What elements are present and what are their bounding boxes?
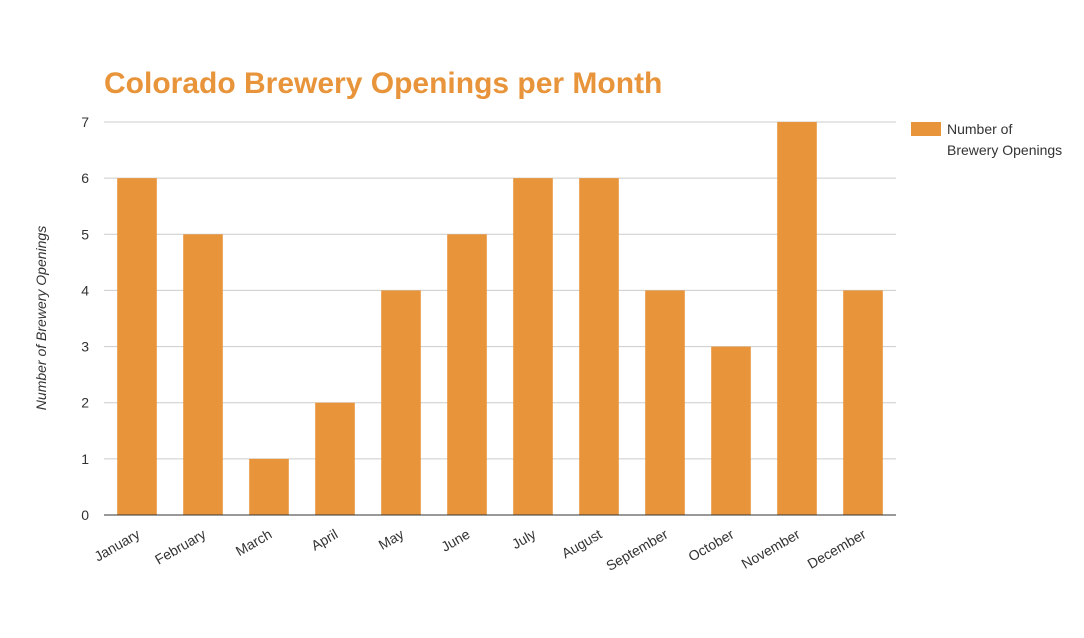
x-tick-label: July [509, 526, 539, 552]
legend: Number of Brewery Openings [911, 121, 1062, 158]
bar-november [777, 122, 817, 515]
y-axis-ticks: 0 1 2 3 4 5 6 7 [81, 114, 89, 523]
x-tick-label: May [376, 526, 407, 553]
y-tick-label: 1 [81, 451, 89, 467]
chart-title: Colorado Brewery Openings per Month [104, 67, 662, 100]
y-tick-label: 0 [81, 507, 89, 523]
bar-may [381, 290, 421, 515]
legend-label-line-2: Brewery Openings [947, 142, 1062, 158]
y-tick-label: 3 [81, 339, 89, 355]
bar-june [447, 234, 487, 516]
x-axis-ticks: January February March April May June July Augu… [91, 526, 868, 574]
bar-august [579, 178, 619, 515]
y-tick-label: 7 [81, 114, 89, 130]
y-tick-label: 5 [81, 226, 89, 242]
x-tick-label: January [91, 526, 142, 565]
bar-december [843, 290, 883, 515]
x-tick-label: November [739, 526, 803, 572]
x-tick-label: June [438, 526, 472, 555]
gridlines [104, 121, 896, 460]
x-tick-label: October [685, 526, 736, 565]
bar-october [711, 346, 751, 515]
bar-september [645, 290, 685, 515]
y-tick-label: 4 [81, 282, 89, 298]
x-tick-label: April [308, 526, 340, 554]
bar-march [249, 458, 289, 515]
legend-swatch [911, 122, 941, 136]
bars [117, 122, 883, 516]
bar-july [513, 178, 553, 515]
bar-february [183, 234, 223, 516]
y-tick-label: 6 [81, 170, 89, 186]
x-tick-label: March [233, 526, 275, 559]
x-tick-label: December [805, 526, 869, 572]
x-tick-label: February [152, 526, 209, 568]
x-tick-label: September [603, 526, 671, 574]
bar-january [117, 178, 157, 515]
legend-label-line-1: Number of [947, 121, 1012, 137]
y-axis-title: Number of Brewery Openings [33, 226, 49, 410]
y-tick-label: 2 [81, 395, 89, 411]
x-tick-label: August [559, 526, 605, 562]
bar-april [315, 402, 355, 515]
